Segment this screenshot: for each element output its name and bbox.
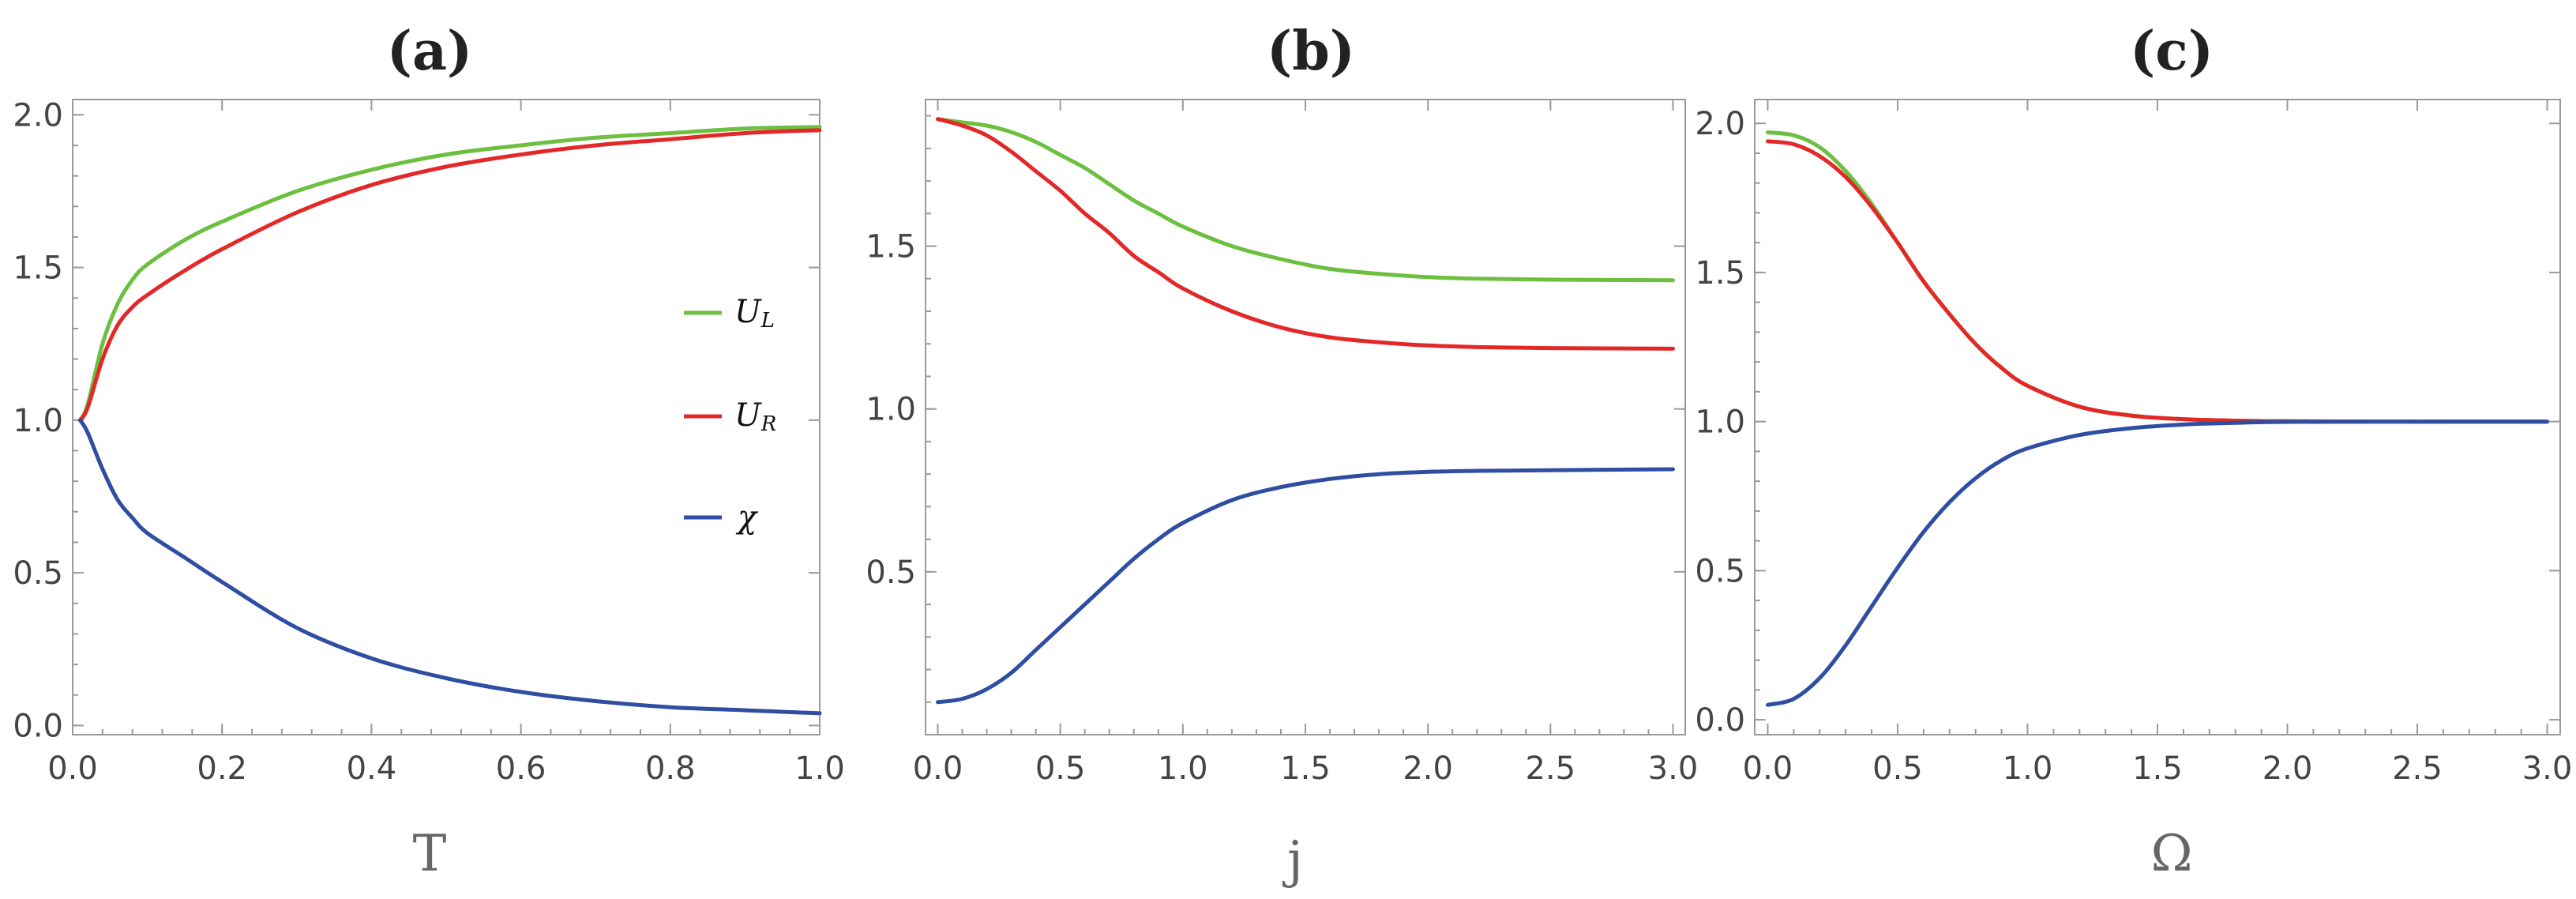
panel-title: (b) xyxy=(1267,20,1355,83)
series-line-u-r xyxy=(78,128,822,423)
y-tick-label: 1.5 xyxy=(1695,255,1745,292)
y-tick-label: 0.0 xyxy=(13,708,63,744)
y-tick-label: 0.5 xyxy=(1695,553,1745,589)
x-tick-label: 1.0 xyxy=(794,750,845,787)
x-tick-label: 0.5 xyxy=(1035,750,1086,787)
x-axis-label: Ω xyxy=(2150,825,2192,883)
panel-title: (a) xyxy=(387,20,472,83)
series-line-chi xyxy=(78,418,822,716)
x-tick-label: 1.5 xyxy=(1280,750,1331,787)
x-tick-label: 1.0 xyxy=(2003,750,2053,787)
x-tick-label: 3.0 xyxy=(1648,750,1699,787)
series-line-u-l xyxy=(936,117,1675,283)
y-tick-label: 0.5 xyxy=(866,555,916,591)
x-axis-label: j xyxy=(1282,831,1303,890)
x-tick-label: 0.4 xyxy=(347,750,397,787)
y-tick-label: 1.0 xyxy=(866,392,916,428)
series-line-u-r xyxy=(936,117,1675,351)
legend-label-u-l: UL xyxy=(734,294,775,333)
panel-title: (c) xyxy=(2130,20,2214,83)
panel-a: (a) 0.0 0.2 0.4 0.6 0.8 1.0 0.0 0.5 1.0 1.5 2.0 UL… xyxy=(13,20,844,883)
y-tick-label: 1.0 xyxy=(13,403,63,439)
y-tick-label: 1.5 xyxy=(866,229,916,265)
x-axis-label: T xyxy=(413,825,447,883)
y-tick-label: 2.0 xyxy=(13,97,63,134)
curves xyxy=(936,117,1675,705)
y-tick-label: 0.0 xyxy=(1695,702,1745,739)
x-tick-label: 1.5 xyxy=(2132,750,2183,787)
legend-label-u-r: UR xyxy=(734,397,776,436)
y-tick-label: 1.5 xyxy=(13,250,63,287)
plot-frame xyxy=(72,99,820,735)
x-tick-label: 2.5 xyxy=(1526,750,1576,787)
series-line-u-l xyxy=(1766,130,2549,424)
series-line-u-l xyxy=(78,125,822,423)
x-tick-label: 0.0 xyxy=(47,750,98,787)
x-tick-label: 2.0 xyxy=(1403,750,1453,787)
x-tick-label: 2.5 xyxy=(2392,750,2443,787)
panel-c: (c) 0.0 0.5 1.0 1.5 2.0 2.5 3.0 0.0 0.5 1.0 1.5 2.0… xyxy=(1695,20,2572,883)
curves xyxy=(1766,130,2549,707)
y-tick-label: 2.0 xyxy=(1695,106,1745,142)
panel-b: (b) 0.0 0.5 1.0 1.5 2.0 2.5 3.0 0.5 1.0 1.5 j xyxy=(866,20,1698,890)
x-tick-label: 3.0 xyxy=(2522,750,2573,787)
axes: 0.0 0.5 1.0 1.5 2.0 2.5 3.0 0.5 1.0 1.5 xyxy=(866,100,1698,787)
axes: 0.0 0.5 1.0 1.5 2.0 2.5 3.0 0.0 0.5 1.0 1.5 2.0 xyxy=(1695,100,2572,787)
x-tick-label: 0.2 xyxy=(197,750,247,787)
x-tick-label: 0.6 xyxy=(496,750,546,787)
series-line-chi xyxy=(936,467,1675,705)
series-line-u-r xyxy=(1766,139,2549,424)
series-line-chi xyxy=(1766,419,2549,707)
legend: UL UR χ xyxy=(684,294,776,536)
x-tick-label: 1.0 xyxy=(1158,750,1208,787)
y-tick-label: 0.5 xyxy=(13,555,63,592)
legend-label-chi: χ xyxy=(735,499,759,536)
x-tick-label: 0.0 xyxy=(913,750,963,787)
y-tick-label: 1.0 xyxy=(1695,404,1745,441)
curves xyxy=(78,125,822,716)
x-tick-label: 2.0 xyxy=(2262,750,2313,787)
x-tick-label: 0.5 xyxy=(1872,750,1923,787)
plot-frame xyxy=(925,99,1686,735)
x-tick-label: 0.8 xyxy=(645,750,696,787)
x-tick-label: 0.0 xyxy=(1743,750,1793,787)
axes: 0.0 0.2 0.4 0.6 0.8 1.0 0.0 0.5 1.0 1.5 2.0 xyxy=(13,97,844,787)
